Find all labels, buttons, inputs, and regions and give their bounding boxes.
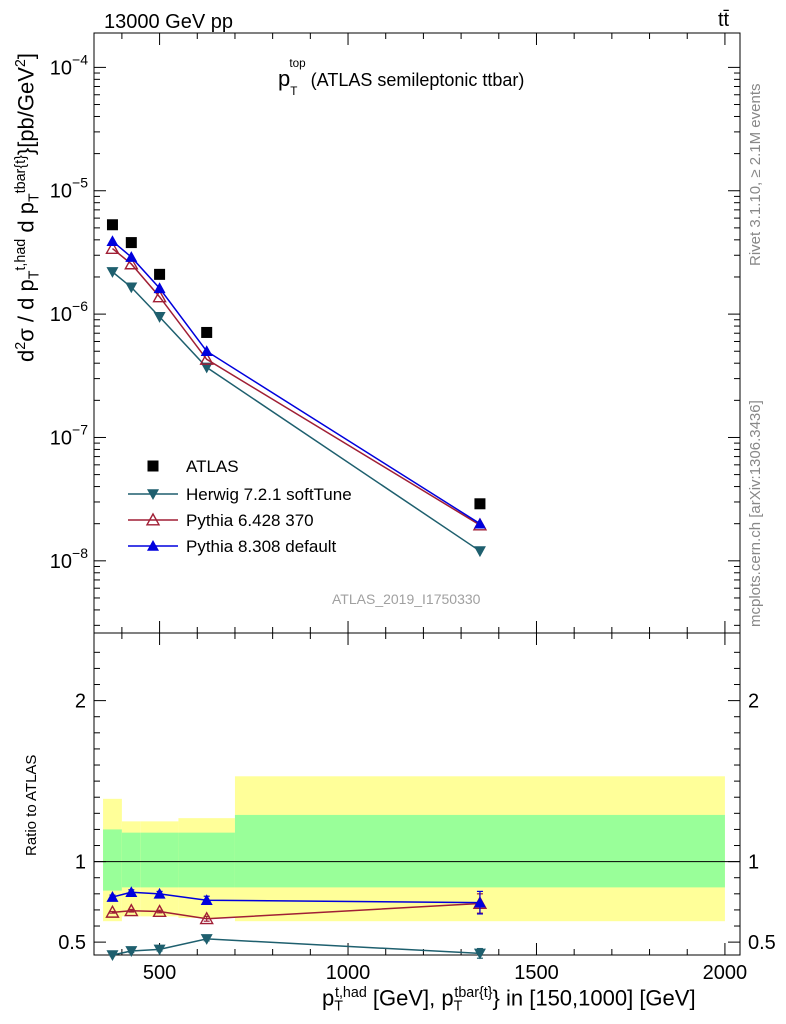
data-point [106,219,118,231]
legend-label: Pythia 6.428 370 [186,511,314,530]
legend-label: ATLAS [186,457,239,476]
data-point [105,241,120,255]
ratio-y-tick-label: 0.5 [58,932,86,954]
band-inner [140,832,179,888]
x-tick-label: 2000 [703,962,748,984]
band-inner [121,832,141,888]
header-process: 13000 GeV pp [104,11,233,33]
band-inner [178,832,235,888]
ratio-point [200,934,213,945]
ratio-y-tick-label: 0.5 [748,932,776,954]
series-line [111,271,481,552]
header-final-state: tt̄ [718,9,730,31]
ratio-point [125,886,138,898]
legend-marker [147,460,159,472]
ratio-point [199,911,214,925]
x-axis-label: pTt,had [GeV], pTtbar{t}} in [150,1000] … [322,985,696,1015]
ratio-point [473,948,486,960]
ratio-y-tick-label: 1 [748,852,759,874]
ratio-point [124,903,139,917]
y-tick-label: 10−7 [50,421,88,449]
y-tick-label: 10−4 [50,51,88,79]
x-tick-label: 1500 [514,962,559,984]
x-tick-label: 1000 [326,962,371,984]
analysis-watermark: ATLAS_2019_I1750330 [332,591,481,607]
data-point [201,326,213,338]
mcplots-label: mcplots.cern.ch [arXiv:1306.3436] [747,400,764,627]
plot-title: pTtop (ATLAS semileptonic ttbar) [278,57,525,98]
ratio-point [125,946,138,957]
rivet-version-label: Rivet 3.1.10, ≥ 2.1M events [747,83,764,267]
ratio-plot-frame [93,632,741,956]
ratio-point [153,944,166,956]
data-point [125,251,138,262]
ratio-point [106,891,119,902]
y-tick-label: 10−5 [50,175,88,203]
legend-marker [147,489,159,500]
data-point [474,498,486,510]
data-point [200,362,213,374]
ratio-point [153,887,166,899]
data-point [106,267,119,278]
data-point [125,237,137,249]
ratio-line [112,938,480,956]
data-point [473,517,486,529]
data-point [153,282,166,294]
data-point [106,235,119,246]
x-tick-label: 500 [143,962,176,984]
data-point [199,351,214,365]
series-line [111,240,481,525]
ratio-point [200,894,213,906]
data-point [473,546,486,558]
ratio-point [105,904,120,918]
ratio-y-axis-label: Ratio to ATLAS [23,754,40,856]
data-point [124,256,139,270]
data-point [153,312,166,323]
data-point [152,289,167,303]
band-inner [234,814,725,888]
legend-marker [147,540,159,551]
legend-marker [145,512,161,526]
ratio-y-tick-label: 2 [75,691,86,713]
legend-label: Herwig 7.2.1 softTune [186,485,352,504]
data-point [154,268,166,280]
ratio-point [473,896,486,908]
ratio-y-tick-label: 2 [748,691,759,713]
y-tick-label: 10−6 [50,298,88,326]
ratio-y-tick-label: 1 [75,852,86,874]
band-inner [103,829,122,891]
y-axis-label: d2σ / d pTt,had d pTtbar{t}}[pb/GeV2] [13,52,43,362]
data-point [125,282,138,294]
series-line [111,247,481,526]
ratio-point [106,950,119,961]
data-point [200,345,213,357]
y-tick-label: 10−8 [50,545,88,573]
legend-label: Pythia 8.308 default [186,537,337,556]
ratio-point [152,904,167,918]
